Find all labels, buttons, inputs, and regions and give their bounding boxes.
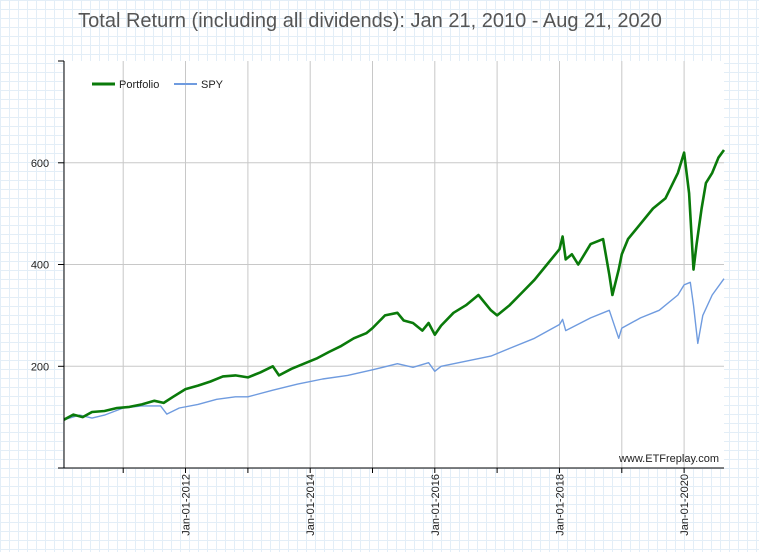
x-tick-label: Jan-01-2020	[679, 474, 691, 536]
y-tick-label: 400	[31, 260, 49, 272]
x-tick-label: Jan-01-2016	[430, 474, 442, 536]
legend-label-spy: SPY	[201, 79, 224, 91]
x-tick-label: Jan-01-2012	[181, 474, 193, 536]
legend-label-portfolio: Portfolio	[119, 79, 159, 91]
x-tick-label: Jan-01-2014	[305, 474, 317, 536]
chart-title: Total Return (including all dividends): …	[78, 10, 662, 32]
watermark: www.ETFreplay.com	[618, 453, 719, 465]
legend: Portfolio SPY	[92, 79, 224, 91]
series-line-spy	[63, 278, 725, 421]
y-tick-label: 200	[31, 361, 49, 373]
x-tick-label: Jan-01-2018	[555, 474, 567, 536]
series-line-portfolio	[63, 149, 726, 421]
y-tick-label: 600	[31, 158, 49, 170]
